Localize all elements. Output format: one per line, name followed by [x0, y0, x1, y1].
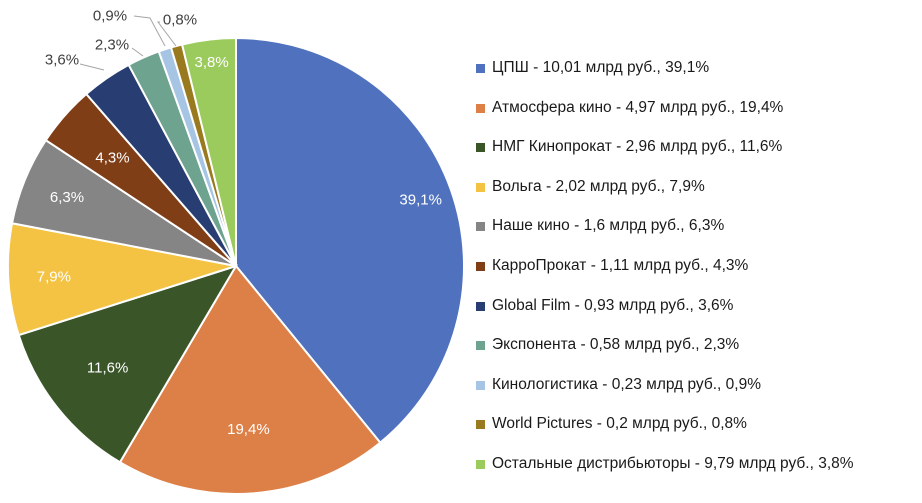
legend-label: КарроПрокат - 1,11 млрд руб., 4,3%: [492, 257, 749, 274]
pie-slice-4: [7, 222, 237, 337]
legend-swatch: [476, 262, 485, 271]
legend-swatch: [476, 222, 485, 232]
legend-swatch: [476, 301, 485, 311]
slice-data-label-2: 19,4%: [227, 421, 270, 438]
pie-slice-2: [118, 264, 382, 496]
pie-slice-1: [235, 36, 465, 444]
legend-label: ЦПШ - 10,01 млрд руб., 39,1%: [492, 59, 710, 76]
legend-swatch: [476, 420, 485, 430]
legend-swatch: [476, 64, 485, 73]
slice-data-label-3: 11,6%: [87, 360, 128, 377]
legend-label: НМГ Кинопрокат - 2,96 млрд руб., 11,6%: [492, 138, 783, 156]
slice-data-label-10: 0,8%: [163, 12, 197, 29]
slice-data-label-8: 2,3%: [95, 37, 129, 54]
pie-slice-3: [17, 264, 239, 464]
leader-line-8: [131, 47, 144, 57]
legend-label: Атмосфера кино - 4,97 млрд руб., 19,4%: [492, 98, 784, 116]
slice-data-label-7: 3,6%: [45, 52, 79, 69]
legend-swatch: [476, 380, 485, 390]
legend-label: Global Film - 0,93 млрд руб., 3,6%: [492, 296, 734, 314]
slice-data-label-1: 39,1%: [399, 192, 442, 209]
pie-slice-11: [180, 36, 237, 267]
legend-swatch: [476, 460, 485, 469]
leader-line-7: [79, 63, 105, 71]
legend-label: Остальные дистрибьюторы - 9,79 млрд руб.…: [492, 455, 854, 472]
slice-data-label-5: 6,3%: [50, 189, 84, 206]
legend-label: Наше кино - 1,6 млрд руб., 6,3%: [492, 217, 725, 235]
slice-data-label-11: 3,8%: [194, 54, 228, 71]
leader-line-9: [133, 15, 166, 47]
legend-swatch: [476, 341, 485, 351]
legend-label: Вольга - 2,02 млрд руб., 7,9%: [492, 177, 705, 195]
slice-data-label-6: 4,3%: [95, 149, 129, 166]
legend-swatch: [476, 143, 485, 153]
slice-data-label-4: 7,9%: [37, 268, 71, 285]
leader-line-10: [157, 21, 177, 47]
legend-label: World Pictures - 0,2 млрд руб., 0,8%: [492, 415, 747, 433]
legend-swatch: [476, 103, 485, 113]
legend-label: Экспонента - 0,58 млрд руб., 2,3%: [492, 336, 740, 354]
slice-data-label-9: 0,9%: [93, 8, 127, 25]
legend-swatch: [476, 182, 485, 192]
legend-label: Кинологистика - 0,23 млрд руб., 0,9%: [492, 375, 761, 393]
